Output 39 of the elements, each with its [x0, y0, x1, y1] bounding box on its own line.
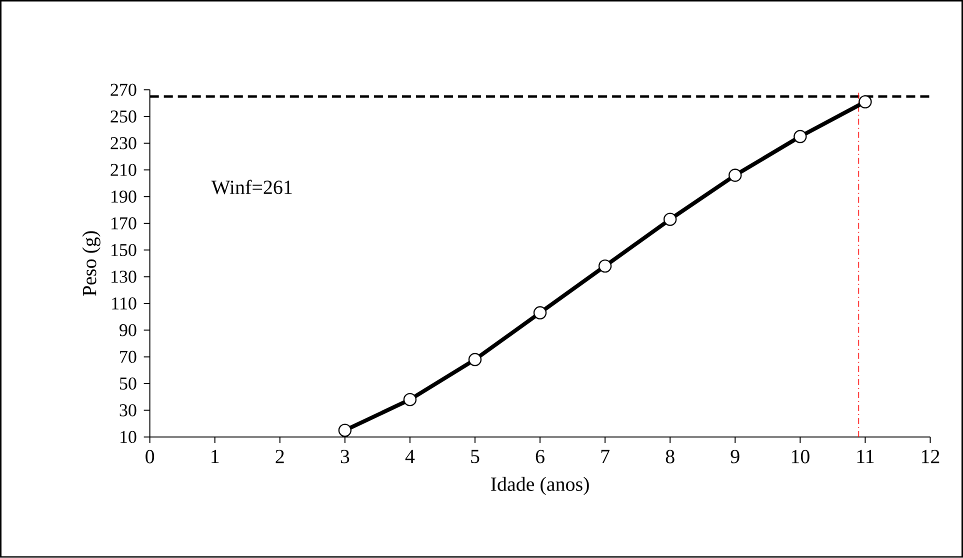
- point: [728, 168, 742, 182]
- x-tick-label: 6: [536, 450, 544, 464]
- x-tick-label: 3: [340, 450, 350, 464]
- x-tick-label: 9: [730, 450, 740, 464]
- x-tick-label: 2: [276, 450, 284, 464]
- x-tick-label: 1: [212, 450, 219, 464]
- y-tick-label: 170: [112, 217, 136, 230]
- y-tick-label: 130: [112, 270, 136, 283]
- y-tick-label: 10: [120, 431, 136, 444]
- y-tick-label: 230: [110, 137, 136, 150]
- y-tick-label: 50: [120, 378, 136, 390]
- y-tick-label: 90: [120, 324, 136, 336]
- y-tick-label: 30: [120, 404, 136, 416]
- point: [338, 424, 352, 438]
- x-tick-label: 10: [792, 450, 810, 464]
- y-tick-label: 210: [110, 164, 136, 176]
- point: [598, 260, 612, 273]
- x-tick-label: 8: [666, 450, 674, 464]
- point: [533, 306, 547, 320]
- x-tick-label: 11: [857, 450, 874, 464]
- x-tick-label: 4: [405, 450, 415, 464]
- annotation: Winf=261: [211, 180, 292, 194]
- y-tick-label: 270: [110, 84, 136, 96]
- point: [664, 212, 677, 226]
- y-tick-label: 110: [112, 297, 136, 310]
- point: [468, 353, 482, 366]
- x-tick-label: 12: [922, 450, 940, 464]
- point: [858, 95, 872, 109]
- x-tick-label: 5: [471, 450, 480, 464]
- point: [794, 130, 807, 144]
- y-tick-label: 250: [110, 110, 136, 123]
- y-tick-label: 190: [112, 190, 136, 203]
- point: [403, 393, 417, 406]
- y-axis-title: Peso (g): [82, 231, 100, 296]
- x-tick-label: 7: [601, 450, 610, 464]
- x-axis-title: Idade (anos): [491, 476, 589, 496]
- y-tick-label: 70: [120, 350, 136, 364]
- y-tick-label: 150: [112, 244, 136, 256]
- x-tick-label: 0: [146, 450, 154, 464]
